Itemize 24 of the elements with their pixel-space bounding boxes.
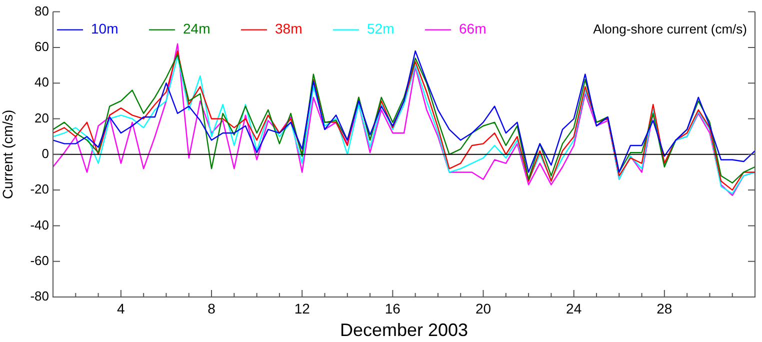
x-axis-title: December 2003: [340, 320, 468, 340]
legend-label: 10m: [91, 20, 118, 37]
x-tick-label: 16: [384, 300, 401, 316]
y-tick-label: 80: [34, 3, 49, 18]
y-tick-label: 60: [34, 39, 49, 54]
legend-label: 66m: [459, 20, 486, 37]
y-tick-label: 40: [34, 74, 49, 90]
y-tick-label: 20: [34, 110, 49, 126]
x-tick-label: 4: [117, 300, 126, 316]
y-tick-label: 0: [42, 146, 49, 161]
legend-label: 38m: [275, 20, 302, 37]
y-tick-label: -60: [30, 252, 49, 268]
x-tick-label: 24: [566, 300, 582, 316]
text: Along-shore current (cm/s): [593, 21, 747, 36]
x-tick-label: 12: [294, 300, 310, 316]
y-axis-title: Current (cm/s): [0, 110, 16, 200]
legend-label: 24m: [183, 20, 210, 37]
x-tick-label: 20: [475, 300, 492, 316]
y-tick-label: -40: [30, 217, 49, 232]
y-tick-label: -80: [30, 288, 49, 304]
x-tick-label: 8: [208, 300, 216, 316]
y-tick-label: -20: [30, 182, 49, 197]
legend-label: 52m: [367, 20, 394, 37]
x-tick-label: 28: [656, 300, 672, 316]
